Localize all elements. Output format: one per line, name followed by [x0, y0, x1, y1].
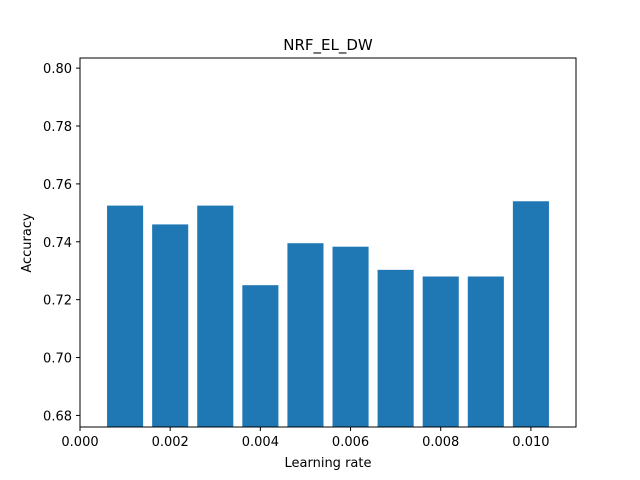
bars-group	[107, 201, 549, 427]
y-tick-label: 0.80	[43, 62, 72, 77]
bar-3	[197, 205, 234, 427]
y-tick-label: 0.72	[43, 294, 72, 309]
y-tick-label: 0.78	[43, 120, 72, 135]
x-tick-label: 0.004	[242, 435, 279, 450]
plot-area-frame	[79, 57, 577, 428]
y-tick-label: 0.68	[43, 409, 72, 424]
x-tick-label: 0.008	[422, 435, 459, 450]
bar-7	[377, 269, 414, 427]
bar-10	[512, 201, 549, 427]
bar-5	[287, 243, 324, 427]
x-tick-label: 0.010	[512, 435, 549, 450]
x-tick-label: 0.000	[61, 435, 98, 450]
bar-9	[467, 276, 504, 427]
x-tick-label: 0.006	[332, 435, 369, 450]
y-axis-ticks: 0.68 0.70 0.72 0.74 0.76 0.78 0.80	[43, 62, 80, 424]
chart-title: NRF_EL_DW	[283, 36, 373, 55]
y-tick-label: 0.70	[43, 352, 72, 367]
bar-8	[422, 276, 459, 427]
bar-4	[242, 285, 279, 427]
bar-1	[107, 205, 144, 427]
y-tick-label: 0.74	[43, 236, 72, 251]
bar-6	[332, 246, 369, 427]
x-axis-ticks: 0.000 0.002 0.004 0.006 0.008 0.010	[61, 427, 550, 450]
bar-2	[152, 224, 189, 427]
y-axis-label: Accuracy	[20, 213, 35, 273]
x-tick-label: 0.002	[152, 435, 189, 450]
y-tick-label: 0.76	[43, 178, 72, 193]
x-axis-label: Learning rate	[285, 456, 372, 471]
